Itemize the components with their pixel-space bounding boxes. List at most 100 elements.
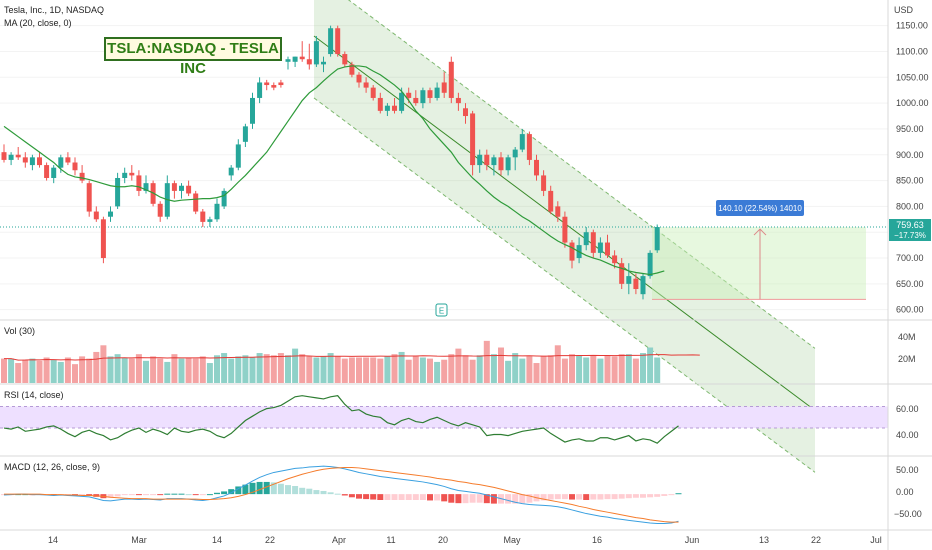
- volume-bar: [199, 356, 206, 383]
- volume-bar: [547, 355, 554, 383]
- price-tick-label: 1150.00: [896, 21, 928, 31]
- candle: [306, 59, 312, 65]
- candle: [498, 157, 504, 171]
- volume-bar: [50, 359, 57, 383]
- currency-label: USD: [894, 5, 914, 15]
- candle: [427, 90, 433, 98]
- macd-histogram-bar: [157, 494, 164, 496]
- volume-bar: [93, 351, 100, 383]
- volume-bar: [632, 358, 639, 383]
- macd-histogram-bar: [370, 494, 377, 500]
- candle: [612, 255, 618, 264]
- symbol-banner: TSLA:NASDAQ - TESLA INC: [104, 37, 282, 77]
- macd-histogram-bar: [455, 494, 462, 504]
- volume-bar: [356, 357, 362, 383]
- macd-histogram-bar: [384, 494, 391, 500]
- candle: [313, 41, 319, 65]
- macd-histogram-bar: [661, 494, 668, 496]
- candle: [569, 242, 575, 261]
- candle: [448, 61, 454, 98]
- volume-bar: [192, 358, 199, 383]
- channel-upper: [347, 0, 816, 349]
- volume-bar: [640, 353, 646, 383]
- volume-bar: [249, 357, 256, 383]
- volume-pane: [1, 340, 700, 383]
- price-axis[interactable]: 1150.00 1100.00 1050.00 1000.00 950.00 900.00…: [896, 21, 929, 315]
- time-tick-label: 22: [265, 535, 275, 545]
- volume-bar: [128, 358, 135, 383]
- macd-histogram-bar: [625, 494, 632, 499]
- candle: [122, 172, 128, 178]
- time-tick-label: Mar: [131, 535, 147, 545]
- candle: [37, 157, 42, 166]
- rsi-pane: [0, 395, 888, 444]
- candle: [264, 82, 270, 86]
- volume-bar: [377, 358, 384, 383]
- volume-bar: [72, 364, 78, 383]
- measure-box[interactable]: 140.10 (22.54%) 14010: [0, 200, 888, 300]
- macd-histogram-bar: [313, 490, 320, 495]
- volume-bar: [561, 358, 568, 383]
- volume-bar: [185, 357, 192, 383]
- macd-histogram-bar: [143, 494, 149, 496]
- macd-histogram-bar: [221, 491, 228, 495]
- candle: [235, 144, 241, 168]
- volume-bar: [235, 356, 242, 383]
- candle: [477, 154, 483, 166]
- candle: [392, 105, 397, 111]
- volume-bar: [270, 355, 277, 383]
- candle: [22, 157, 28, 163]
- candle: [640, 276, 646, 295]
- time-axis[interactable]: 14 Mar 14 22 Apr 11 20 May 16 Jun 13 22 Jul: [48, 535, 882, 545]
- macd-histogram-bar: [583, 494, 590, 500]
- volume-bar: [107, 356, 114, 383]
- macd-histogram-bar: [377, 494, 384, 500]
- macd-histogram-bar: [554, 494, 561, 500]
- macd-histogram-bar: [391, 494, 398, 500]
- candle: [86, 183, 92, 212]
- volume-bar: [398, 351, 405, 383]
- candle: [328, 28, 334, 55]
- candle: [58, 157, 64, 168]
- earnings-marker[interactable]: E: [435, 303, 448, 317]
- volume-bar: [483, 340, 490, 383]
- volume-title: Vol (30): [4, 326, 35, 336]
- macd-histogram-bar: [419, 494, 426, 500]
- volume-bar: [597, 358, 604, 383]
- candle: [583, 232, 589, 246]
- candle: [512, 149, 518, 158]
- volume-bar: [292, 348, 299, 383]
- volume-bar: [171, 354, 178, 383]
- volume-bar: [583, 357, 590, 383]
- candle: [441, 82, 447, 93]
- macd-histogram-bar: [306, 488, 313, 495]
- macd-histogram-bar: [590, 494, 597, 500]
- macd-histogram-bar: [327, 492, 334, 495]
- candle: [384, 105, 390, 111]
- macd-pane: [1, 465, 682, 524]
- candle: [420, 90, 426, 104]
- candle: [349, 64, 355, 75]
- candle: [242, 126, 248, 142]
- macd-histogram-bar: [561, 494, 568, 500]
- volume-bar: [391, 354, 398, 383]
- candle: [51, 167, 57, 178]
- volume-bar: [590, 355, 597, 383]
- macd-histogram-bar: [469, 494, 476, 503]
- volume-bar: [427, 358, 433, 383]
- candle: [100, 219, 106, 259]
- volume-bar: [306, 356, 313, 383]
- price-tick-label: 600.00: [896, 305, 924, 315]
- candle: [541, 175, 547, 191]
- macd-histogram-bar: [434, 494, 441, 501]
- candle: [171, 183, 177, 191]
- candle: [626, 276, 632, 284]
- volume-bar: [29, 358, 36, 383]
- price-tick-label: 1000.00: [896, 98, 929, 108]
- volume-bar: [476, 355, 483, 383]
- candle: [136, 175, 142, 191]
- volume-bar: [533, 363, 540, 383]
- volume-bar: [625, 354, 632, 383]
- volume-bar: [576, 355, 583, 383]
